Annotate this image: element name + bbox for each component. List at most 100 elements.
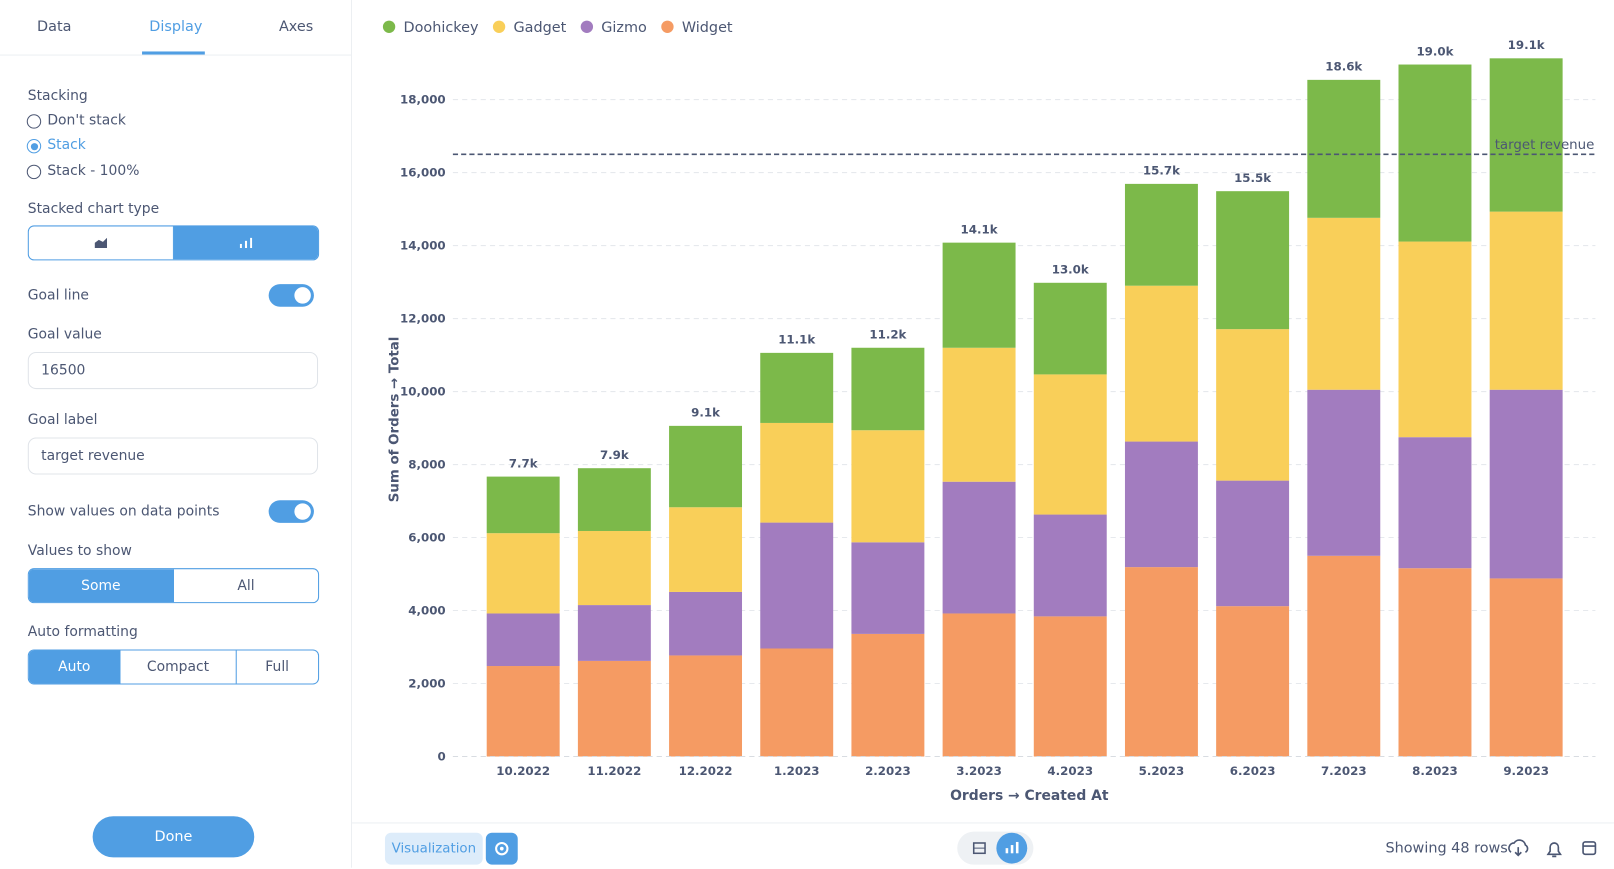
legend-label[interactable]: Widget <box>682 20 733 36</box>
bar-segment[interactable] <box>760 648 834 757</box>
bar-segment[interactable] <box>669 425 743 508</box>
bar-segment[interactable] <box>942 613 1016 757</box>
chart: 0 2,000 4,000 6,000 8,000 10,000 12,000 14,000 1… <box>382 20 1596 804</box>
bar-segment[interactable] <box>1033 282 1107 375</box>
bar-segment[interactable] <box>1124 285 1198 442</box>
bar-segment[interactable] <box>1216 606 1290 757</box>
bar-segment[interactable] <box>1307 79 1381 218</box>
area-option[interactable] <box>29 226 174 260</box>
bar-segment[interactable] <box>851 542 925 634</box>
y-tick-label: 8,000 <box>408 458 445 472</box>
bar-segment[interactable] <box>577 468 651 531</box>
legend-label[interactable]: Gizmo <box>601 20 647 36</box>
bar-segment[interactable] <box>1307 389 1381 556</box>
bar-segment[interactable] <box>669 591 743 656</box>
bar-segment[interactable] <box>1216 480 1290 607</box>
legend-swatch <box>492 20 506 33</box>
bar-segment[interactable] <box>942 481 1016 614</box>
bar-segment[interactable] <box>669 655 743 757</box>
bar-segment[interactable] <box>577 660 651 757</box>
total-label: 19.1k <box>1508 38 1546 52</box>
bar-segment[interactable] <box>851 430 925 543</box>
bar-segment[interactable] <box>486 533 560 614</box>
legend-swatch <box>382 20 396 33</box>
bar-segment[interactable] <box>851 633 925 757</box>
y-tick-label: 12,000 <box>400 312 446 326</box>
bar-segment[interactable] <box>1124 567 1198 757</box>
visualization-button[interactable]: Visualization <box>384 832 483 865</box>
goal-value-input[interactable]: 16500 <box>27 352 319 390</box>
settings-button[interactable] <box>485 832 518 865</box>
radio[interactable] <box>26 114 42 129</box>
y-tick-label: 2,000 <box>408 677 445 691</box>
x-tick-label: 6.2023 <box>1230 764 1276 778</box>
total-label: 18.6k <box>1325 60 1363 74</box>
radio-label[interactable]: Don't stack <box>47 112 126 129</box>
bar-segment[interactable] <box>760 422 834 523</box>
view-icons <box>972 832 1028 864</box>
bar-segment[interactable] <box>1398 437 1472 569</box>
bar-segment[interactable] <box>1033 616 1107 757</box>
x-tick-label: 1.2023 <box>774 764 820 778</box>
bar-segment[interactable] <box>851 347 925 431</box>
y-tick-label: 14,000 <box>400 239 446 253</box>
goal-label-input[interactable]: target revenue <box>27 437 319 475</box>
radio-label[interactable]: Stack - 100% <box>47 162 140 180</box>
total-label: 19.0k <box>1416 44 1454 58</box>
option[interactable]: All <box>237 577 255 594</box>
tab-active[interactable]: Display <box>149 18 203 35</box>
bar-segment[interactable] <box>1398 241 1472 438</box>
bar-segment[interactable] <box>577 605 651 661</box>
bar-segment[interactable] <box>486 666 560 757</box>
bar-segment[interactable] <box>486 613 560 667</box>
bar-segment[interactable] <box>577 530 651 606</box>
bar-segment[interactable] <box>1124 441 1198 568</box>
bar-segment[interactable] <box>1398 568 1472 757</box>
bar-segment[interactable] <box>942 347 1016 482</box>
bar-segment[interactable] <box>1307 217 1381 390</box>
y-tick-label: 6,000 <box>408 531 445 545</box>
section-label: Stacked chart type <box>27 200 160 218</box>
bar-segment[interactable] <box>1398 64 1472 242</box>
show-values-toggle[interactable] <box>268 500 314 523</box>
bar-segment[interactable] <box>486 476 560 534</box>
option[interactable]: Full <box>265 658 290 676</box>
radio[interactable] <box>26 164 42 180</box>
bar-segment[interactable] <box>942 242 1016 348</box>
values-to-show-toggle: Some All <box>27 568 320 604</box>
bar-segment[interactable] <box>1033 514 1107 617</box>
y-tick-label: 0 <box>437 750 445 764</box>
legend-label[interactable]: Doohickey <box>403 20 478 36</box>
done-button[interactable]: Done <box>92 816 255 858</box>
bar-segment[interactable] <box>760 522 834 649</box>
x-tick-label: 10.2022 <box>496 764 550 778</box>
bar-option[interactable] <box>173 226 319 260</box>
goal-toggle[interactable] <box>268 284 314 307</box>
bar-segment[interactable] <box>1489 578 1563 757</box>
total-label: 9.1k <box>691 406 721 420</box>
legend-label[interactable]: Gadget <box>513 20 566 36</box>
tab[interactable]: Data <box>37 18 72 35</box>
bar-segment[interactable] <box>760 352 834 423</box>
bar-segment[interactable] <box>1216 191 1290 330</box>
bar-segment[interactable] <box>1033 374 1107 515</box>
bar-segment[interactable] <box>669 507 743 592</box>
tab[interactable]: Axes <box>278 18 314 35</box>
option[interactable]: Auto <box>28 650 121 684</box>
bar-segment[interactable] <box>1489 211 1563 390</box>
bar-segment[interactable] <box>1489 58 1563 212</box>
bar-segment[interactable] <box>1216 329 1290 481</box>
bar-segment[interactable] <box>1307 555 1381 757</box>
option[interactable]: Some <box>28 569 174 603</box>
bar-segment[interactable] <box>1489 389 1563 579</box>
legend-swatch <box>580 20 594 33</box>
radio-selected[interactable] <box>26 138 42 154</box>
bar-segment[interactable] <box>1124 183 1198 286</box>
option[interactable]: Compact <box>121 650 237 684</box>
radio-label[interactable]: Stack <box>47 136 86 154</box>
x-tick-label: 8.2023 <box>1412 764 1458 778</box>
chart-type-toggle <box>27 225 320 261</box>
area-icon <box>94 237 108 249</box>
